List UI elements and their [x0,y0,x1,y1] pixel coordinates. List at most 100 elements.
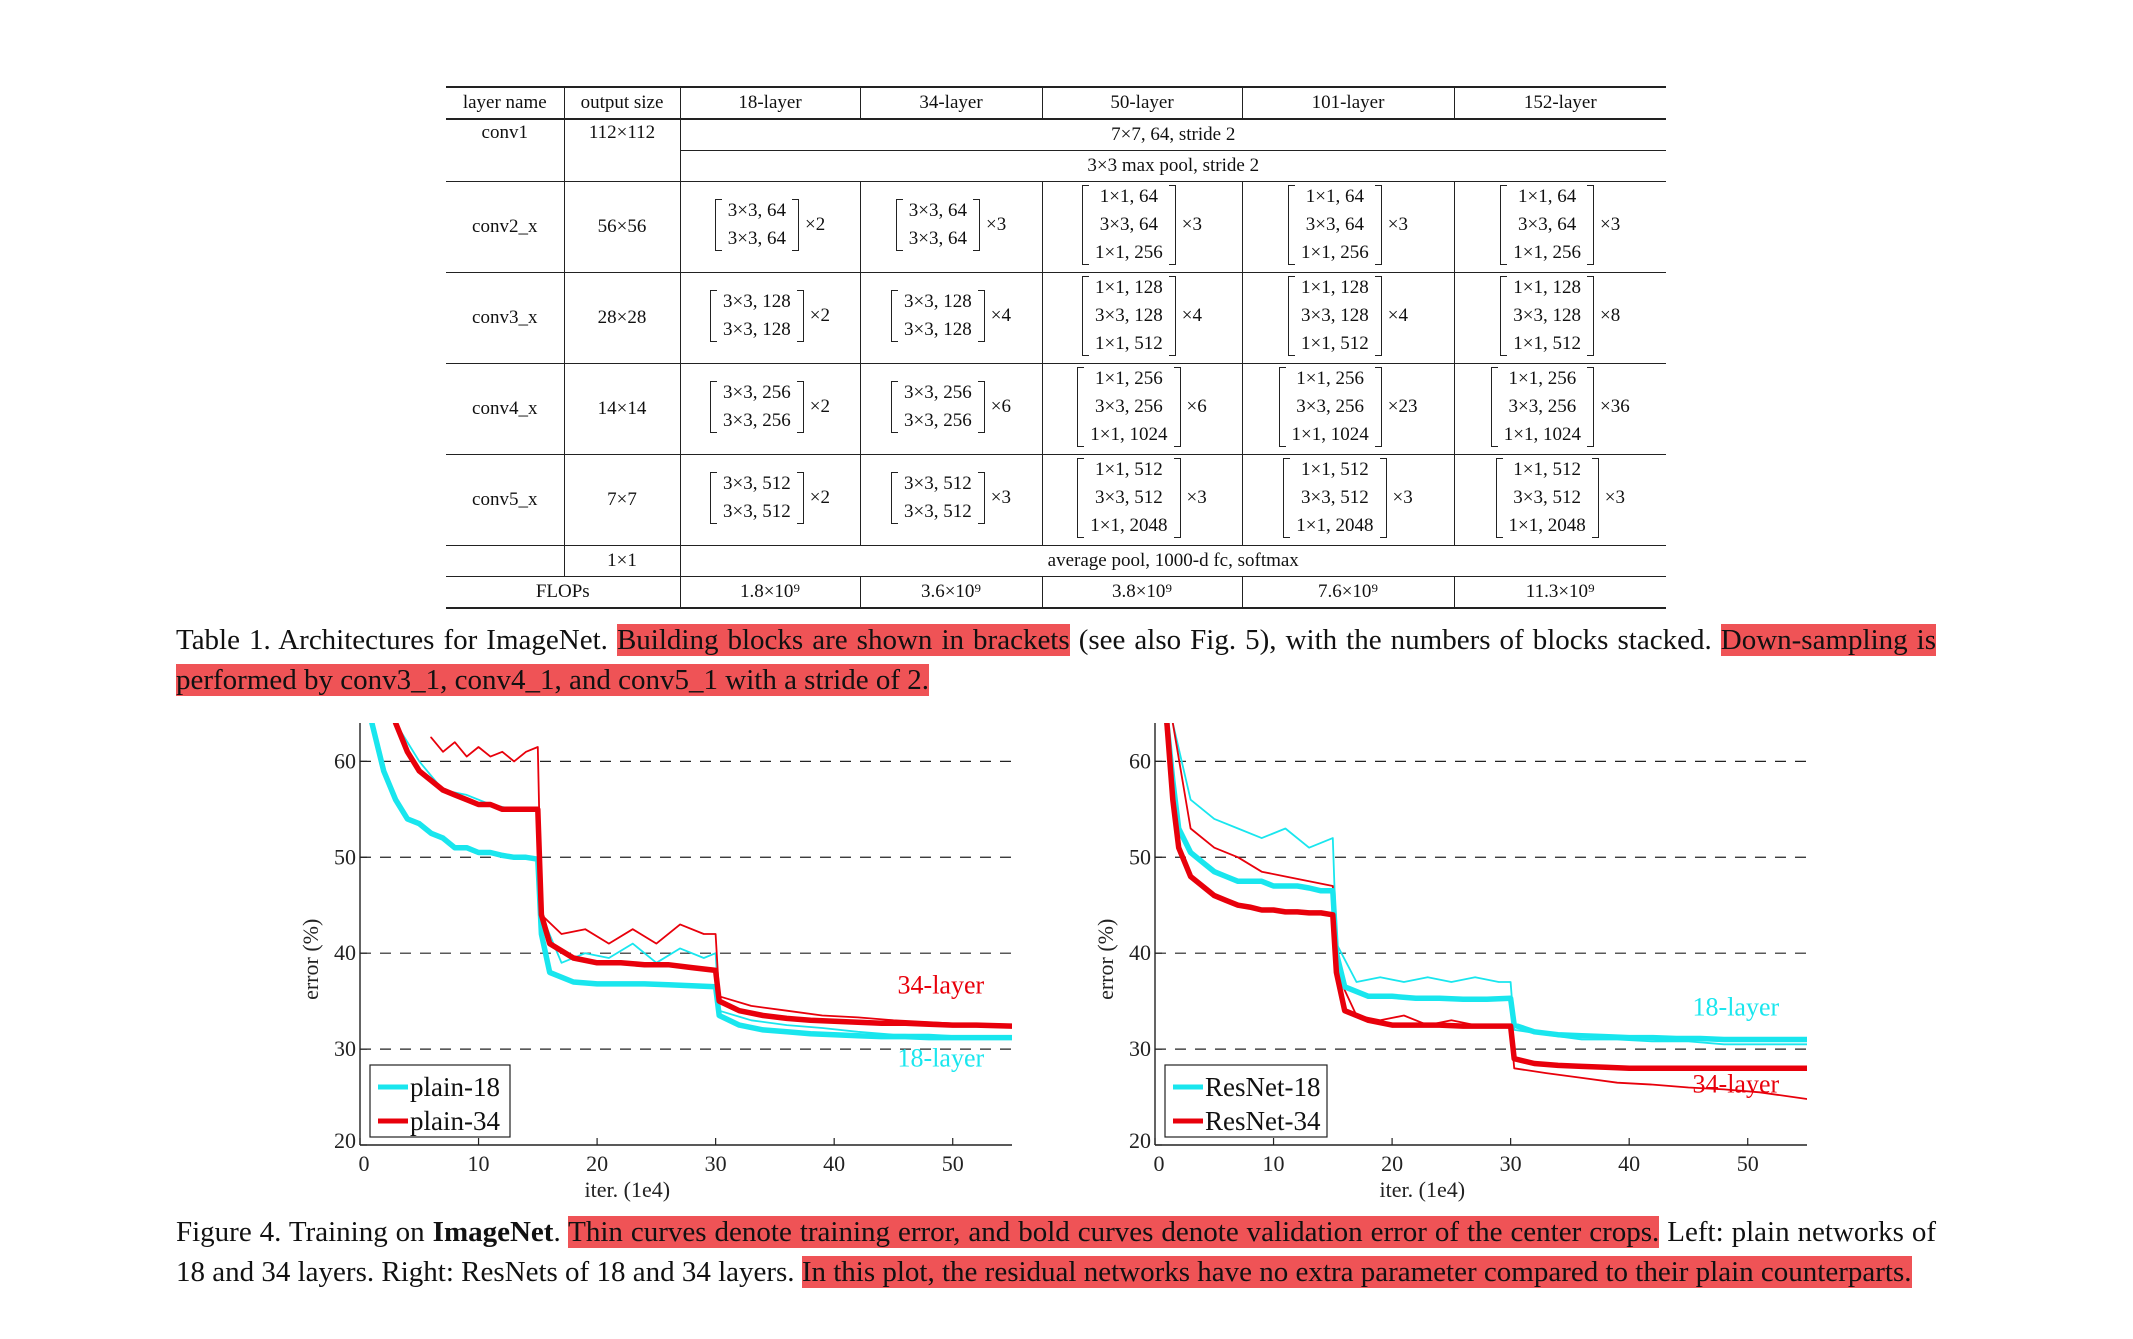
block-line: 3×3, 128 [1513,305,1581,326]
block-cell: 1×1, 128 3×3, 128 1×1, 512 ×4 [1041,272,1243,364]
block-line: 3×3, 512 [904,501,972,522]
output-size-cell: 56×56 [563,181,681,273]
y-tick-label: 20 [1129,1128,1151,1153]
header-cell: 50-layer [1041,86,1243,120]
table-row: conv4_x 14×14 3×3, 256 3×3, 256 ×2 3×3, 256 3×… [446,363,1666,455]
plain-chart-svg: 0 10 20 30 40 50 20 30 40 50 60 iter. (1e4) error (%… [298,723,1012,1202]
figure-caption: Figure 4. Training on ImageNet. Thin cur… [176,1212,1936,1292]
block-line: 1×1, 256 [1095,242,1163,263]
block-line: 3×3, 512 [723,473,791,494]
block-line: 3×3, 256 [1508,396,1577,417]
block-cell: 3×3, 256 3×3, 256 ×6 [859,363,1043,455]
block-multiplier: ×3 [986,214,1007,235]
x-tick-label: 10 [468,1151,490,1176]
y-tick-label: 40 [334,940,356,965]
left-bracket [710,381,718,433]
block-cell: 1×1, 128 3×3, 128 1×1, 512 ×4 [1241,272,1455,364]
table-row: conv5_x 7×7 3×3, 512 3×3, 512 ×2 3×3, 512 3×3,… [446,454,1666,546]
plain-networks-chart: 0 10 20 30 40 50 20 30 40 50 60 iter. (1e4) error (%… [290,715,1050,1215]
series-group [1164,723,1807,1100]
series-group [369,723,1012,1041]
block-line: 1×1, 64 [1305,186,1364,207]
bracket-block: 1×1, 128 3×3, 128 1×1, 512 ×4 [1082,274,1202,358]
block-lines: 1×1, 512 3×3, 512 1×1, 2048 [1509,456,1586,540]
flops-row: FLOPs 1.8×10⁹ 3.6×10⁹ 3.8×10⁹ 7.6×10⁹ 11… [446,576,1666,609]
caption-text: Left: plain networks of 18 and 34 layers… [176,1216,1936,1288]
block-lines: 1×1, 128 3×3, 128 1×1, 512 [1301,274,1369,358]
right-bracket [796,472,804,524]
block-line: 1×1, 256 [1095,368,1163,389]
block-multiplier: ×2 [809,487,830,508]
y-tick-label: 30 [1129,1036,1151,1061]
block-line: 3×3, 128 [904,291,972,312]
header-cell: 101-layer [1241,86,1455,120]
block-multiplier: ×2 [809,305,830,326]
block-lines: 1×1, 256 3×3, 256 1×1, 1024 [1292,365,1369,449]
series-line-resnet-18 [1164,723,1807,1043]
series-annotation: 18-layer [1693,993,1780,1022]
flops-value: 3.8×10⁹ [1041,576,1243,609]
block-line: 3×3, 512 [904,473,972,494]
caption-bold: ImageNet [432,1216,554,1248]
left-bracket [1278,367,1286,447]
series-line-resnet-34 [1164,723,1807,1072]
block-line: 3×3, 256 [1296,396,1364,417]
layer-name-cell: conv3_x [446,272,565,364]
left-bracket [1077,367,1085,447]
left-bracket [895,199,903,251]
legend-label: plain-34 [410,1106,500,1136]
table-header-row: layer name output size 18-layer 34-layer… [446,86,1666,120]
x-tick-label: 0 [359,1151,370,1176]
table-row: 3×3 max pool, stride 2 [446,150,1666,182]
left-bracket [1288,276,1296,356]
x-tick-label: 30 [1500,1151,1522,1176]
output-size-cell: 7×7 [563,454,681,546]
left-bracket [891,472,899,524]
block-lines: 3×3, 512 3×3, 512 [904,470,972,526]
bracket-block: 3×3, 256 3×3, 256 ×2 [710,379,830,435]
left-bracket [710,290,718,342]
x-tick-label: 20 [1381,1151,1403,1176]
resnet-chart-svg: 0 10 20 30 40 50 20 30 40 50 60 iter. (1e4) error (%… [1093,723,1807,1202]
block-multiplier: ×3 [1186,487,1207,508]
block-lines: 1×1, 512 3×3, 512 1×1, 2048 [1296,456,1373,540]
block-lines: 1×1, 64 3×3, 64 1×1, 256 [1513,183,1581,267]
block-cell: 3×3, 128 3×3, 128 ×2 [679,272,861,364]
bracket-block: 3×3, 512 3×3, 512 ×3 [891,470,1011,526]
y-axis-label: error (%) [1093,919,1118,1000]
bracket-block: 1×1, 128 3×3, 128 1×1, 512 ×8 [1500,274,1620,358]
y-tick-label: 60 [334,748,356,773]
block-multiplier: ×23 [1387,396,1418,417]
block-lines: 1×1, 128 3×3, 128 1×1, 512 [1095,274,1163,358]
series-line-resnet-18-train [1171,723,1807,1046]
output-size-cell: 112×112 [563,118,681,182]
left-bracket [1082,185,1090,265]
caption-text: (see also Fig. 5), with the numbers of b… [1069,624,1721,656]
series-line-plain-34 [392,723,1012,1029]
block-line: 1×1, 128 [1095,277,1163,298]
block-cell: 1×1, 512 3×3, 512 1×1, 2048 ×3 [1041,454,1243,546]
right-bracket [796,381,804,433]
block-multiplier: ×3 [1181,214,1202,235]
x-tick-label: 10 [1263,1151,1285,1176]
y-tick-label: 60 [1129,748,1151,773]
block-multiplier: ×3 [1604,487,1625,508]
caption-text: . [553,1216,569,1248]
block-cell: 1×1, 256 3×3, 256 1×1, 1024 ×6 [1041,363,1243,455]
block-line: 1×1, 256 [1513,242,1581,263]
left-bracket [714,199,722,251]
x-axis-label: iter. (1e4) [1380,1177,1466,1202]
left-bracket [1077,458,1085,538]
block-line: 1×1, 64 [1099,186,1158,207]
block-cell: 1×1, 64 3×3, 64 1×1, 256 ×3 [1241,181,1455,273]
block-line: 3×3, 256 [723,410,791,431]
x-tick-label: 50 [942,1151,964,1176]
layer-name-cell: conv2_x [446,181,565,273]
right-bracket [1374,367,1382,447]
block-line: 3×3, 64 [727,228,786,249]
block-cell: 3×3, 512 3×3, 512 ×3 [859,454,1043,546]
header-cell: output size [563,86,681,120]
block-line: 3×3, 512 [1513,487,1581,508]
block-cell: 1×1, 64 3×3, 64 1×1, 256 ×3 [1453,181,1666,273]
output-size-cell: 1×1 [563,545,681,577]
